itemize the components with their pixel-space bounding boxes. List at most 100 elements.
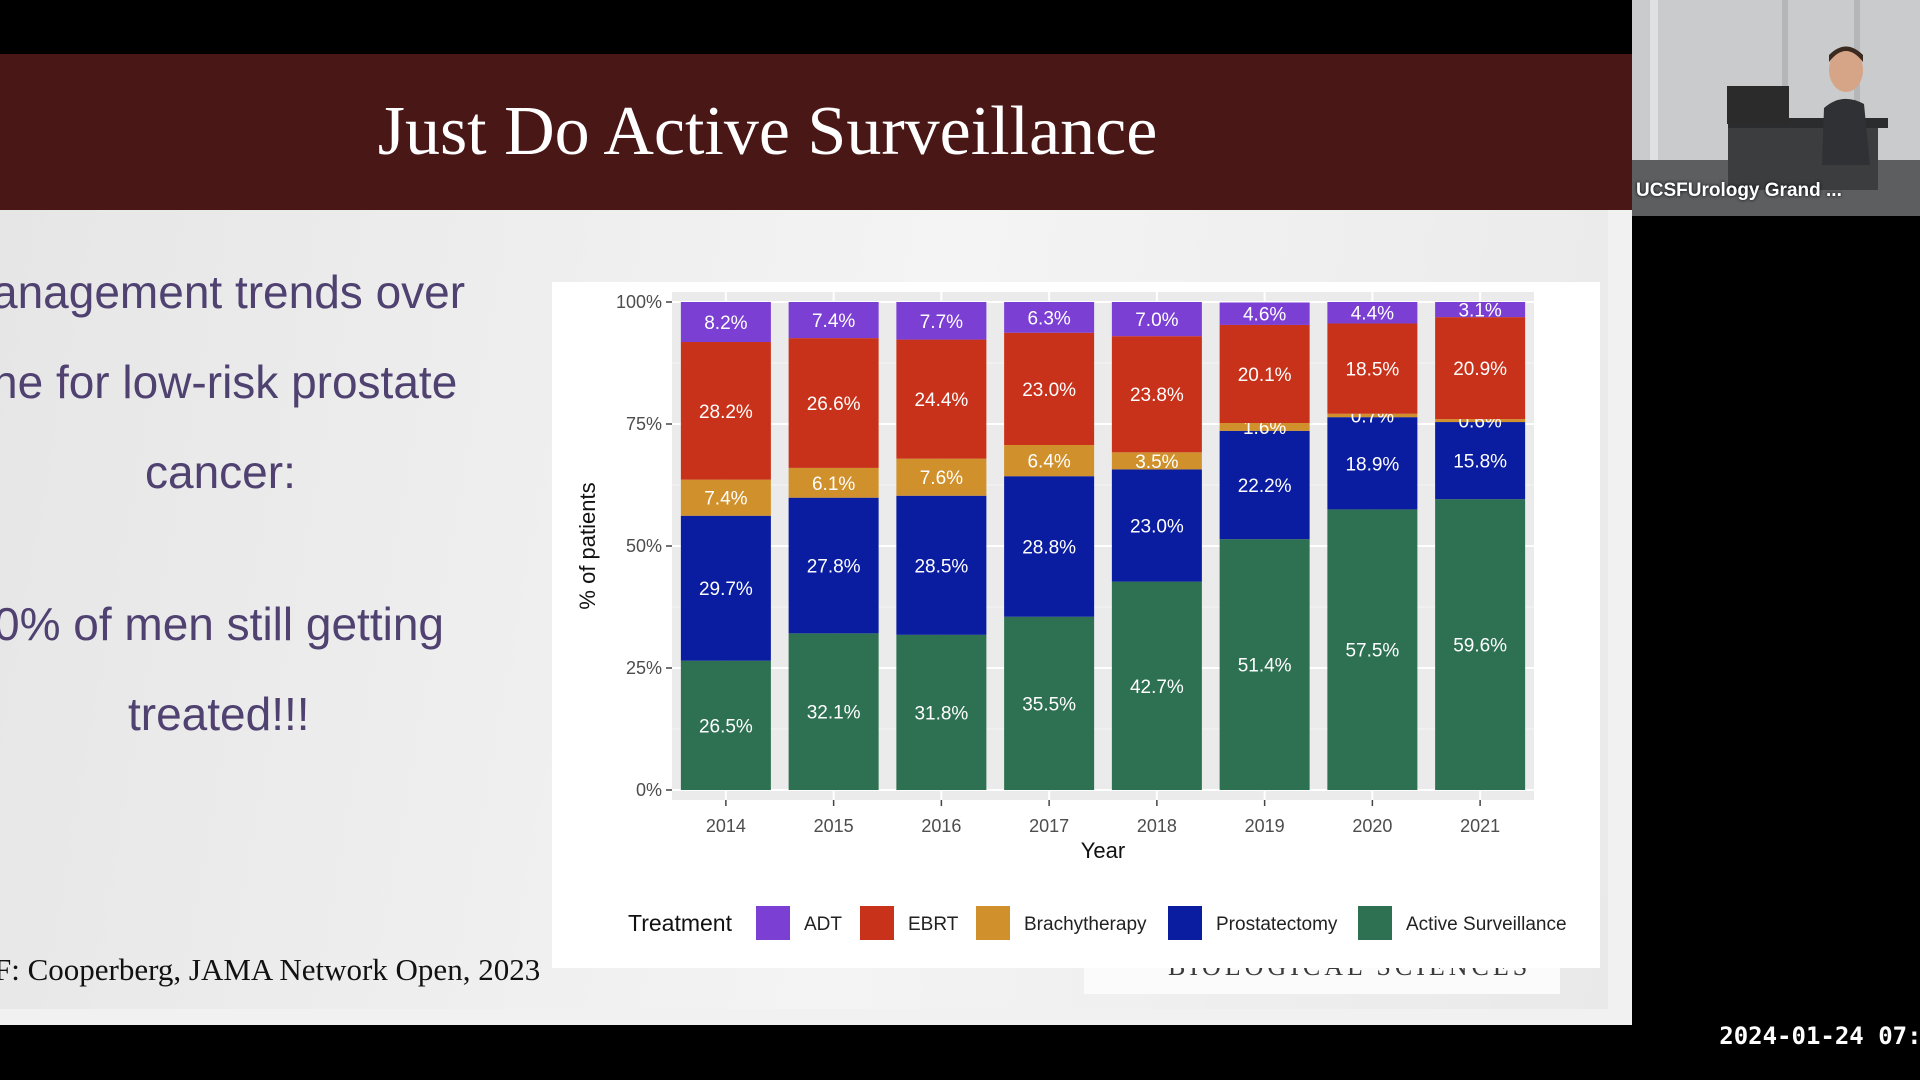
recording-timestamp: 2024-01-24 07:1: [1719, 1022, 1920, 1050]
bar-segment: [1435, 317, 1526, 420]
data-label: 22.2%: [1238, 476, 1292, 497]
data-label: 6.3%: [1027, 308, 1070, 329]
webcam-presenter-hair: [1829, 46, 1863, 62]
reference-citation: F: Cooperberg, JAMA Network Open, 2023: [0, 952, 541, 987]
data-label: 1.6%: [1243, 418, 1286, 439]
legend-swatch: [756, 906, 790, 940]
y-tick-label: 100%: [616, 292, 662, 312]
y-tick-label: 25%: [626, 658, 662, 678]
legend-label: Active Surveillance: [1406, 914, 1567, 935]
data-label: 27.8%: [807, 557, 861, 578]
data-label: 28.8%: [1022, 537, 1076, 558]
legend-label: ADT: [804, 914, 842, 935]
bullet-line-4: 0% of men still getting: [0, 598, 445, 650]
data-label: 23.0%: [1022, 380, 1076, 401]
data-label: 31.8%: [914, 703, 968, 724]
data-label: 28.2%: [699, 402, 753, 423]
bar-segment: [1111, 581, 1202, 790]
bar-segment: [1219, 430, 1310, 540]
legend-swatch: [860, 906, 894, 940]
bar-segment: [1327, 417, 1418, 510]
x-tick-label: 2020: [1352, 816, 1392, 836]
data-label: 32.1%: [807, 703, 861, 724]
x-tick-label: 2015: [814, 816, 854, 836]
slide-body: anagement trends over ne for low-risk pr…: [0, 210, 1608, 1009]
data-label: 28.5%: [914, 556, 968, 577]
bar-segment: [1435, 302, 1526, 318]
bar-segment: [896, 495, 987, 635]
webcam-presenter-body: [1822, 98, 1870, 165]
bar-segment: [1327, 509, 1418, 790]
y-axis-title: % of patients: [575, 482, 600, 609]
y-tick-label: 0%: [636, 780, 662, 800]
legend-swatch: [976, 906, 1010, 940]
title-bar: Just Do Active Surveillance: [0, 54, 1632, 210]
data-label: 6.1%: [812, 474, 855, 495]
bar-segment: [680, 660, 771, 790]
bar-segment: [1219, 302, 1310, 325]
bar-segment: [788, 302, 879, 339]
x-tick-label: 2017: [1029, 816, 1069, 836]
x-tick-label: 2019: [1245, 816, 1285, 836]
legend-label: Prostatectomy: [1216, 914, 1338, 935]
bar-segment: [1111, 452, 1202, 470]
legend-label: EBRT: [908, 914, 959, 935]
bar-segment: [1327, 323, 1418, 414]
stacked-bar-chart: 0% 25% 50% 75% 100% 26.5% 29.7% 7.4% 28.2% 8.2% 20…: [575, 292, 1567, 940]
bar-segment: [1111, 336, 1202, 453]
presentation-slide: Just Do Active Surveillance anagement tr…: [0, 54, 1632, 1025]
webcam-presenter-head: [1829, 48, 1863, 92]
data-label: 26.6%: [807, 394, 861, 415]
bullet-line-1: anagement trends over: [0, 266, 466, 318]
data-label: 7.4%: [812, 311, 855, 332]
data-label: 7.7%: [920, 312, 963, 333]
x-axis-title: Year: [1081, 838, 1125, 863]
x-tick-label: 2018: [1137, 816, 1177, 836]
bar-segment: [1004, 444, 1095, 477]
webcam-laptop: [1727, 86, 1789, 124]
bar-segment: [680, 342, 771, 480]
data-label: 7.6%: [920, 468, 963, 489]
legend-label: Brachytherapy: [1024, 914, 1147, 935]
bullet-line-2: ne for low-risk prostate: [0, 356, 458, 408]
data-label: 26.5%: [699, 716, 753, 737]
bar-segment: [1111, 469, 1202, 582]
legend-swatch: [1168, 906, 1202, 940]
data-label: 18.5%: [1345, 360, 1399, 381]
legend-swatch: [1358, 906, 1392, 940]
bar-segment: [896, 339, 987, 459]
webcam-scene: [1632, 0, 1920, 216]
data-label: 42.7%: [1130, 677, 1184, 698]
data-label: 3.5%: [1135, 452, 1178, 473]
bar-segment: [1435, 419, 1526, 423]
chart-card: 0% 25% 50% 75% 100% 26.5% 29.7% 7.4% 28.2% 8.2% 20…: [552, 282, 1600, 968]
data-label: 23.8%: [1130, 385, 1184, 406]
bar-segment: [1111, 302, 1202, 337]
bar-segment: [680, 515, 771, 661]
x-tick-label: 2016: [921, 816, 961, 836]
data-label: 18.9%: [1345, 454, 1399, 475]
data-label: 29.7%: [699, 579, 753, 600]
data-label: 23.0%: [1130, 517, 1184, 538]
bar-segment: [680, 479, 771, 516]
legend-title: Treatment: [628, 910, 733, 936]
bullet-line-3: cancer:: [145, 446, 296, 498]
webcam-tile[interactable]: UCSFUrology Grand ...: [1632, 0, 1920, 216]
bar-segment: [1327, 302, 1418, 324]
data-label: 15.8%: [1453, 452, 1507, 473]
data-label: 51.4%: [1238, 656, 1292, 677]
data-label: 7.0%: [1135, 310, 1178, 331]
bar-segment: [1004, 616, 1095, 790]
slide-title: Just Do Active Surveillance: [377, 93, 1158, 170]
bar-segment: [1435, 499, 1526, 790]
data-label: 20.1%: [1238, 365, 1292, 386]
y-tick-label: 75%: [626, 414, 662, 434]
bar-segment: [788, 467, 879, 498]
bar-segment: [1327, 413, 1418, 418]
x-tick-label: 2014: [706, 816, 746, 836]
data-label: 7.4%: [704, 489, 747, 510]
data-label: 57.5%: [1345, 641, 1399, 662]
bar-segment: [1435, 422, 1526, 500]
bar-segment: [1004, 332, 1095, 445]
webcam-participant-name: UCSFUrology Grand ...: [1636, 180, 1842, 201]
